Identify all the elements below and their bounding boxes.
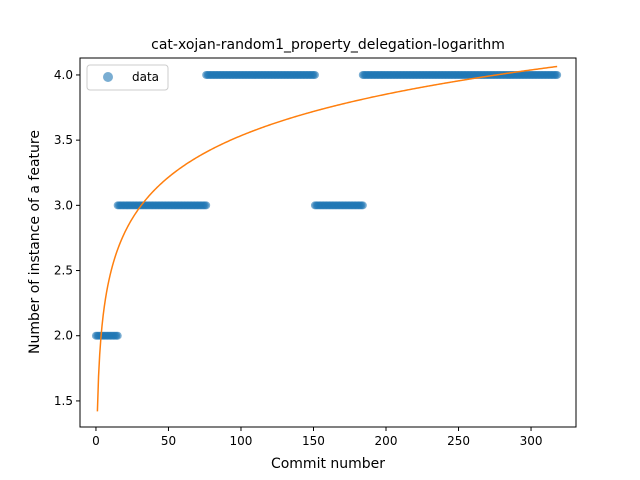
x-tick-label: 150 [302, 434, 325, 448]
chart-title: cat-xojan-random1_property_delegation-lo… [151, 37, 505, 53]
data-point [553, 70, 562, 79]
x-tick-label: 0 [92, 434, 100, 448]
legend-box [86, 64, 169, 91]
y-tick-label: 4.0 [54, 68, 73, 82]
y-tick-label: 2.5 [54, 264, 73, 278]
data-point [310, 70, 319, 79]
y-tick-label: 1.5 [54, 394, 73, 408]
x-tick-label: 100 [230, 434, 253, 448]
plot-frame [79, 57, 577, 428]
data-point [113, 331, 122, 340]
x-axis-label: Commit number [271, 456, 385, 472]
x-tick-label: 250 [447, 434, 470, 448]
data-point [202, 201, 211, 210]
x-tick-label: 50 [161, 434, 176, 448]
legend-label-data: data [132, 70, 159, 84]
plot-marks [91, 65, 562, 412]
y-tick-label: 3.0 [54, 198, 73, 212]
x-tick-label: 300 [520, 434, 543, 448]
data-point [358, 201, 367, 210]
y-tick-label: 3.5 [54, 133, 73, 147]
legend: data [86, 64, 169, 91]
fit-line [96, 65, 558, 412]
x-axis-ticks: 0 50 100 150 200 250 300 [92, 427, 542, 448]
legend-marker-data [103, 72, 113, 82]
y-tick-label: 2.0 [54, 329, 73, 343]
y-axis-label: Number of instance of a feature [27, 130, 43, 354]
y-axis-ticks: 1.5 2.0 2.5 3.0 3.5 4.0 [54, 68, 80, 408]
x-tick-label: 200 [375, 434, 398, 448]
